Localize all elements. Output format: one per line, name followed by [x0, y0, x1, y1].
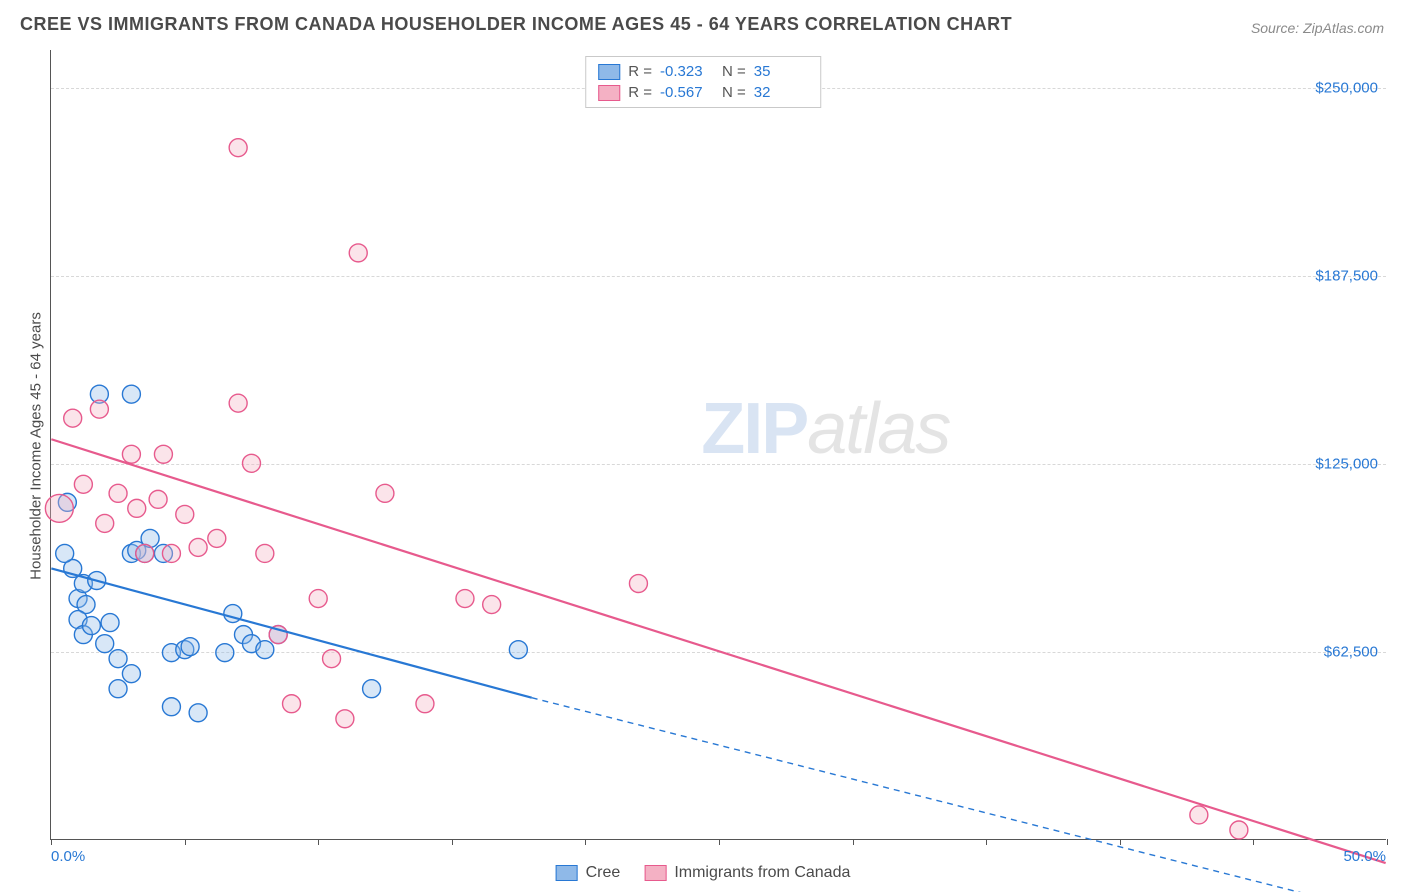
stats-n-label: N =: [722, 84, 746, 101]
data-point: [629, 575, 647, 593]
x-tick: [452, 839, 453, 845]
data-point: [162, 544, 180, 562]
data-point: [96, 635, 114, 653]
data-point: [208, 529, 226, 547]
data-point: [243, 454, 261, 472]
data-point: [122, 385, 140, 403]
data-point: [162, 698, 180, 716]
stats-r-value-cree: -0.323: [660, 63, 714, 80]
data-point: [376, 484, 394, 502]
data-point: [483, 596, 501, 614]
data-point: [216, 644, 234, 662]
legend-label-immigrants: Immigrants from Canada: [674, 864, 850, 882]
stats-row-immigrants: R = -0.567 N = 32: [598, 82, 808, 103]
data-point: [90, 400, 108, 418]
y-tick-label: $125,000: [1315, 455, 1378, 472]
data-point: [122, 665, 140, 683]
data-point: [256, 641, 274, 659]
data-point: [309, 590, 327, 608]
x-tick: [1387, 839, 1388, 845]
data-point: [45, 494, 73, 522]
data-point: [349, 244, 367, 262]
data-point: [154, 445, 172, 463]
stats-r-label: R =: [628, 84, 652, 101]
swatch-immigrants: [644, 865, 666, 881]
data-point: [122, 445, 140, 463]
data-point: [1190, 806, 1208, 824]
data-point: [336, 710, 354, 728]
source-label: Source:: [1251, 20, 1303, 36]
x-tick: [1120, 839, 1121, 845]
x-tick: [853, 839, 854, 845]
chart-container: CREE VS IMMIGRANTS FROM CANADA HOUSEHOLD…: [0, 0, 1406, 892]
x-tick: [185, 839, 186, 845]
swatch-cree: [598, 64, 620, 80]
stats-legend: R = -0.323 N = 35 R = -0.567 N = 32: [585, 56, 821, 108]
data-point: [323, 650, 341, 668]
stats-n-value-cree: 35: [754, 63, 808, 80]
y-tick-label: $187,500: [1315, 267, 1378, 284]
data-point: [176, 505, 194, 523]
swatch-immigrants: [598, 85, 620, 101]
data-point: [509, 641, 527, 659]
swatch-cree: [556, 865, 578, 881]
data-point: [189, 538, 207, 556]
data-point: [229, 394, 247, 412]
stats-n-label: N =: [722, 63, 746, 80]
chart-title: CREE VS IMMIGRANTS FROM CANADA HOUSEHOLD…: [20, 14, 1012, 35]
y-axis-label: Householder Income Ages 45 - 64 years: [28, 312, 45, 580]
legend-item-immigrants: Immigrants from Canada: [644, 864, 850, 882]
data-point: [109, 650, 127, 668]
data-point: [363, 680, 381, 698]
x-tick-label-min: 0.0%: [51, 848, 85, 865]
stats-row-cree: R = -0.323 N = 35: [598, 61, 808, 82]
x-tick: [585, 839, 586, 845]
legend-label-cree: Cree: [586, 864, 621, 882]
y-tick-label: $250,000: [1315, 79, 1378, 96]
data-point: [149, 490, 167, 508]
data-point: [109, 680, 127, 698]
scatter-svg: [51, 50, 1386, 839]
data-point: [109, 484, 127, 502]
x-tick: [986, 839, 987, 845]
data-point: [56, 544, 74, 562]
data-point: [456, 590, 474, 608]
data-point: [101, 614, 119, 632]
data-point: [181, 638, 199, 656]
x-tick: [318, 839, 319, 845]
source-value: ZipAtlas.com: [1303, 20, 1384, 36]
stats-n-value-immigrants: 32: [754, 84, 808, 101]
data-point: [136, 544, 154, 562]
x-tick: [51, 839, 52, 845]
legend-item-cree: Cree: [556, 864, 621, 882]
stats-r-label: R =: [628, 63, 652, 80]
x-tick: [719, 839, 720, 845]
x-tick-label-max: 50.0%: [1343, 848, 1386, 865]
plot-area: ZIPatlas $62,500$125,000$187,500$250,000…: [50, 50, 1386, 840]
y-tick-label: $62,500: [1324, 643, 1378, 660]
stats-r-value-immigrants: -0.567: [660, 84, 714, 101]
data-point: [74, 475, 92, 493]
data-point: [189, 704, 207, 722]
x-tick: [1253, 839, 1254, 845]
data-point: [229, 139, 247, 157]
source-attribution: Source: ZipAtlas.com: [1251, 20, 1384, 36]
data-point: [1230, 821, 1248, 839]
data-point: [64, 409, 82, 427]
data-point: [128, 499, 146, 517]
data-point: [416, 695, 434, 713]
data-point: [82, 617, 100, 635]
data-point: [283, 695, 301, 713]
series-legend: Cree Immigrants from Canada: [556, 864, 851, 882]
data-point: [96, 514, 114, 532]
data-point: [256, 544, 274, 562]
